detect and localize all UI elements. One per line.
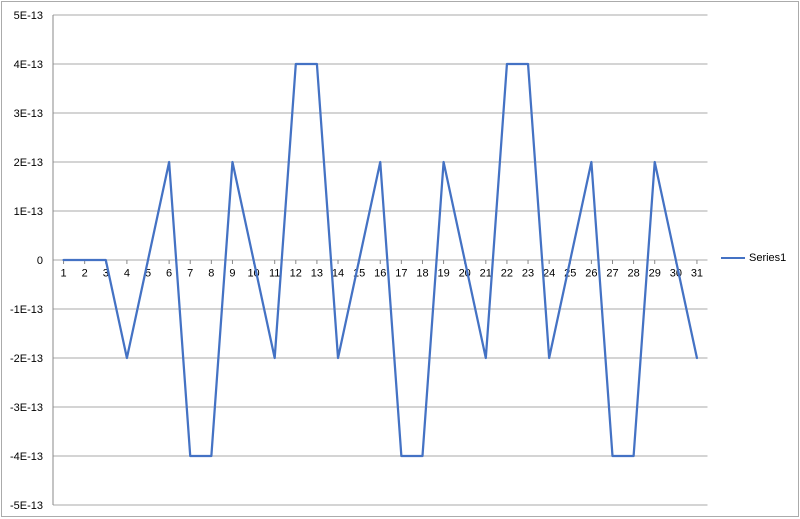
svg-text:2E-13: 2E-13 bbox=[14, 157, 43, 169]
svg-text:6: 6 bbox=[166, 268, 172, 280]
svg-text:-3E-13: -3E-13 bbox=[10, 402, 43, 414]
svg-text:-1E-13: -1E-13 bbox=[10, 304, 43, 316]
svg-text:14: 14 bbox=[332, 268, 344, 280]
svg-text:24: 24 bbox=[543, 268, 555, 280]
svg-text:12: 12 bbox=[290, 268, 302, 280]
svg-text:27: 27 bbox=[606, 268, 618, 280]
svg-text:1: 1 bbox=[60, 268, 66, 280]
svg-text:7: 7 bbox=[187, 268, 193, 280]
svg-text:21: 21 bbox=[480, 268, 492, 280]
svg-text:13: 13 bbox=[311, 268, 323, 280]
svg-text:0: 0 bbox=[37, 255, 43, 267]
svg-text:29: 29 bbox=[649, 268, 661, 280]
svg-text:18: 18 bbox=[416, 268, 428, 280]
svg-text:28: 28 bbox=[627, 268, 639, 280]
svg-text:31: 31 bbox=[691, 268, 703, 280]
svg-text:5E-13: 5E-13 bbox=[14, 10, 43, 22]
svg-text:1E-13: 1E-13 bbox=[14, 206, 43, 218]
svg-text:16: 16 bbox=[374, 268, 386, 280]
svg-text:26: 26 bbox=[585, 268, 597, 280]
svg-text:2: 2 bbox=[82, 268, 88, 280]
svg-text:-5E-13: -5E-13 bbox=[10, 500, 43, 512]
svg-text:8: 8 bbox=[208, 268, 214, 280]
svg-text:23: 23 bbox=[522, 268, 534, 280]
svg-text:4: 4 bbox=[124, 268, 130, 280]
svg-text:17: 17 bbox=[395, 268, 407, 280]
svg-text:22: 22 bbox=[501, 268, 513, 280]
svg-text:4E-13: 4E-13 bbox=[14, 59, 43, 71]
svg-text:3E-13: 3E-13 bbox=[14, 108, 43, 120]
svg-text:9: 9 bbox=[229, 268, 235, 280]
svg-text:-4E-13: -4E-13 bbox=[10, 451, 43, 463]
svg-text:11: 11 bbox=[269, 268, 280, 280]
svg-text:-2E-13: -2E-13 bbox=[10, 353, 43, 365]
svg-text:19: 19 bbox=[437, 268, 449, 280]
